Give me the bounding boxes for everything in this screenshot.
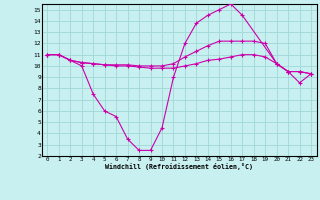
X-axis label: Windchill (Refroidissement éolien,°C): Windchill (Refroidissement éolien,°C) xyxy=(105,163,253,170)
